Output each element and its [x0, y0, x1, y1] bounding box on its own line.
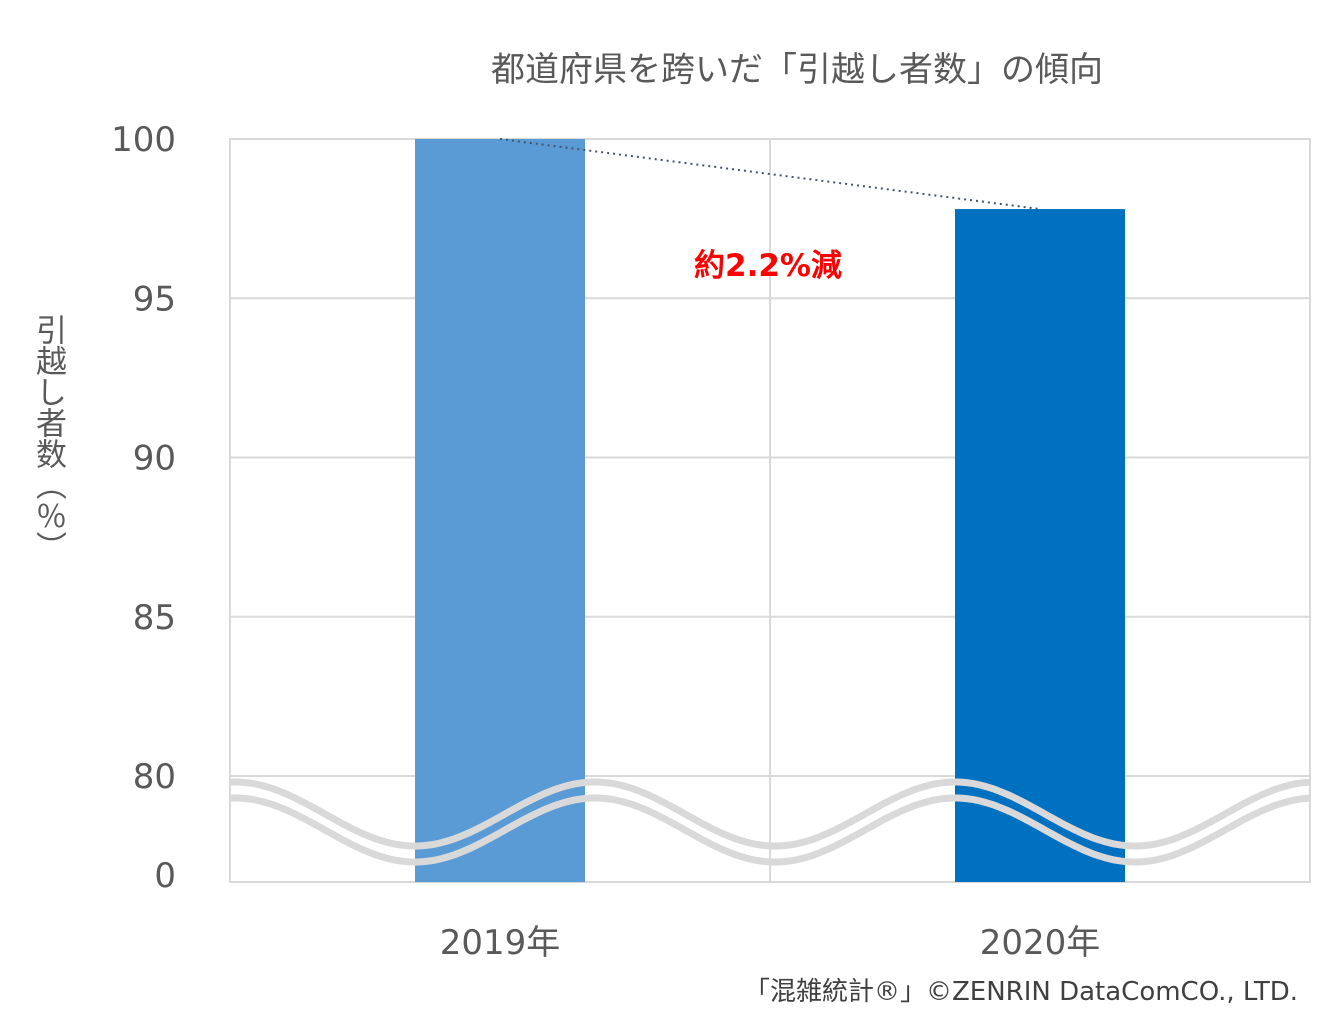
y-tick-label: 95 — [133, 279, 176, 319]
axis-break-wave — [229, 794, 1311, 866]
y-axis-ticks: 100 95 90 85 80 0 — [111, 120, 176, 896]
chart-title: 都道府県を跨いだ「引越し者数」の傾向 — [491, 50, 1103, 90]
gridlines — [230, 297, 1310, 777]
x-axis-ticks: 2019年 2020年 — [440, 923, 1101, 963]
y-tick-label: 85 — [133, 598, 176, 638]
bar-2020年 — [955, 209, 1125, 882]
bars — [415, 139, 1125, 882]
y-tick-label: 0 — [154, 856, 176, 896]
axis-break-wave — [229, 778, 1311, 850]
plot-area — [229, 138, 1311, 883]
copyright-credit: 「混雑統計®」©ZENRIN DataComCO., LTD. — [744, 977, 1298, 1007]
bar-2019年 — [415, 139, 585, 882]
y-tick-label: 90 — [133, 439, 176, 479]
y-tick-label: 80 — [133, 757, 176, 797]
x-tick-label: 2020年 — [980, 923, 1101, 963]
trend-line — [499, 138, 1041, 211]
y-axis-label: 引越し者数（％） — [30, 314, 67, 562]
x-tick-label: 2019年 — [440, 923, 561, 963]
decrease-annotation: 約2.2%減 — [694, 248, 842, 284]
axis-break-waves — [229, 778, 1311, 866]
y-tick-label: 100 — [111, 120, 176, 160]
